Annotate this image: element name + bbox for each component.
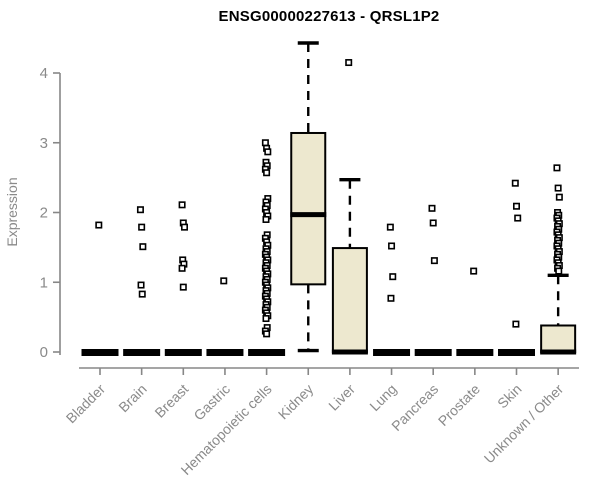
outlier-point [181,223,189,231]
zero-box [164,349,202,356]
outlier-point [429,219,437,227]
x-category-label: Skin [494,381,525,412]
outlier-point [179,283,187,291]
outlier-point [430,257,438,265]
iqr-box [540,324,577,353]
zero-box [373,349,411,356]
iqr-box [290,131,327,286]
outlier-point [178,201,186,209]
outlier-point [554,184,562,192]
outlier-point [263,330,271,338]
outlier-point [428,204,436,212]
outlier-point [220,277,228,285]
outlier-point [470,267,478,275]
y-tick-label: 3 [40,135,48,152]
outlier-point [512,202,520,210]
chart-title: ENSG00000227613 - QRSL1P2 [218,8,440,25]
outlier-point [95,221,103,229]
zero-box [248,349,286,356]
outlier-point [555,193,563,201]
outlier-point [389,273,397,281]
y-tick-label: 4 [40,65,48,82]
x-category-label: Lung [366,381,399,414]
outlier-point [511,179,519,187]
outlier-point [136,206,144,214]
zero-box [123,349,161,356]
x-category-label: Breast [151,381,191,421]
zero-box [456,349,494,356]
zero-box [414,349,452,356]
outlier-point [553,164,561,172]
x-category-label: Prostate [435,381,483,429]
outlier-point [263,169,271,177]
zero-box [206,349,244,356]
outlier-point [138,290,146,298]
outlier-point [139,243,147,251]
outlier-point [138,223,146,231]
outlier-point [264,148,272,156]
outlier-point [262,215,270,223]
x-category-label: Liver [325,381,358,414]
outlier-point [345,59,353,67]
y-tick-label: 1 [40,274,48,291]
x-category-label: Bladder [63,381,109,427]
y-tick-label: 2 [40,205,48,222]
outlier-point [512,320,520,328]
y-tick-label: 0 [40,344,48,361]
outlier-point [178,264,186,272]
zero-box [81,349,119,356]
outlier-point [386,223,394,231]
outlier-point [555,267,563,275]
outlier-point [262,315,270,323]
outlier-point [137,281,145,289]
x-category-label: Kidney [275,381,317,423]
x-category-label: Brain [115,381,149,415]
outlier-point [514,214,522,222]
outlier-point [388,242,396,250]
zero-box [498,349,535,356]
outlier-point [387,294,395,302]
outlier-point [261,139,269,147]
x-category-label: Unknown / Other [481,381,567,467]
iqr-box [331,247,368,353]
